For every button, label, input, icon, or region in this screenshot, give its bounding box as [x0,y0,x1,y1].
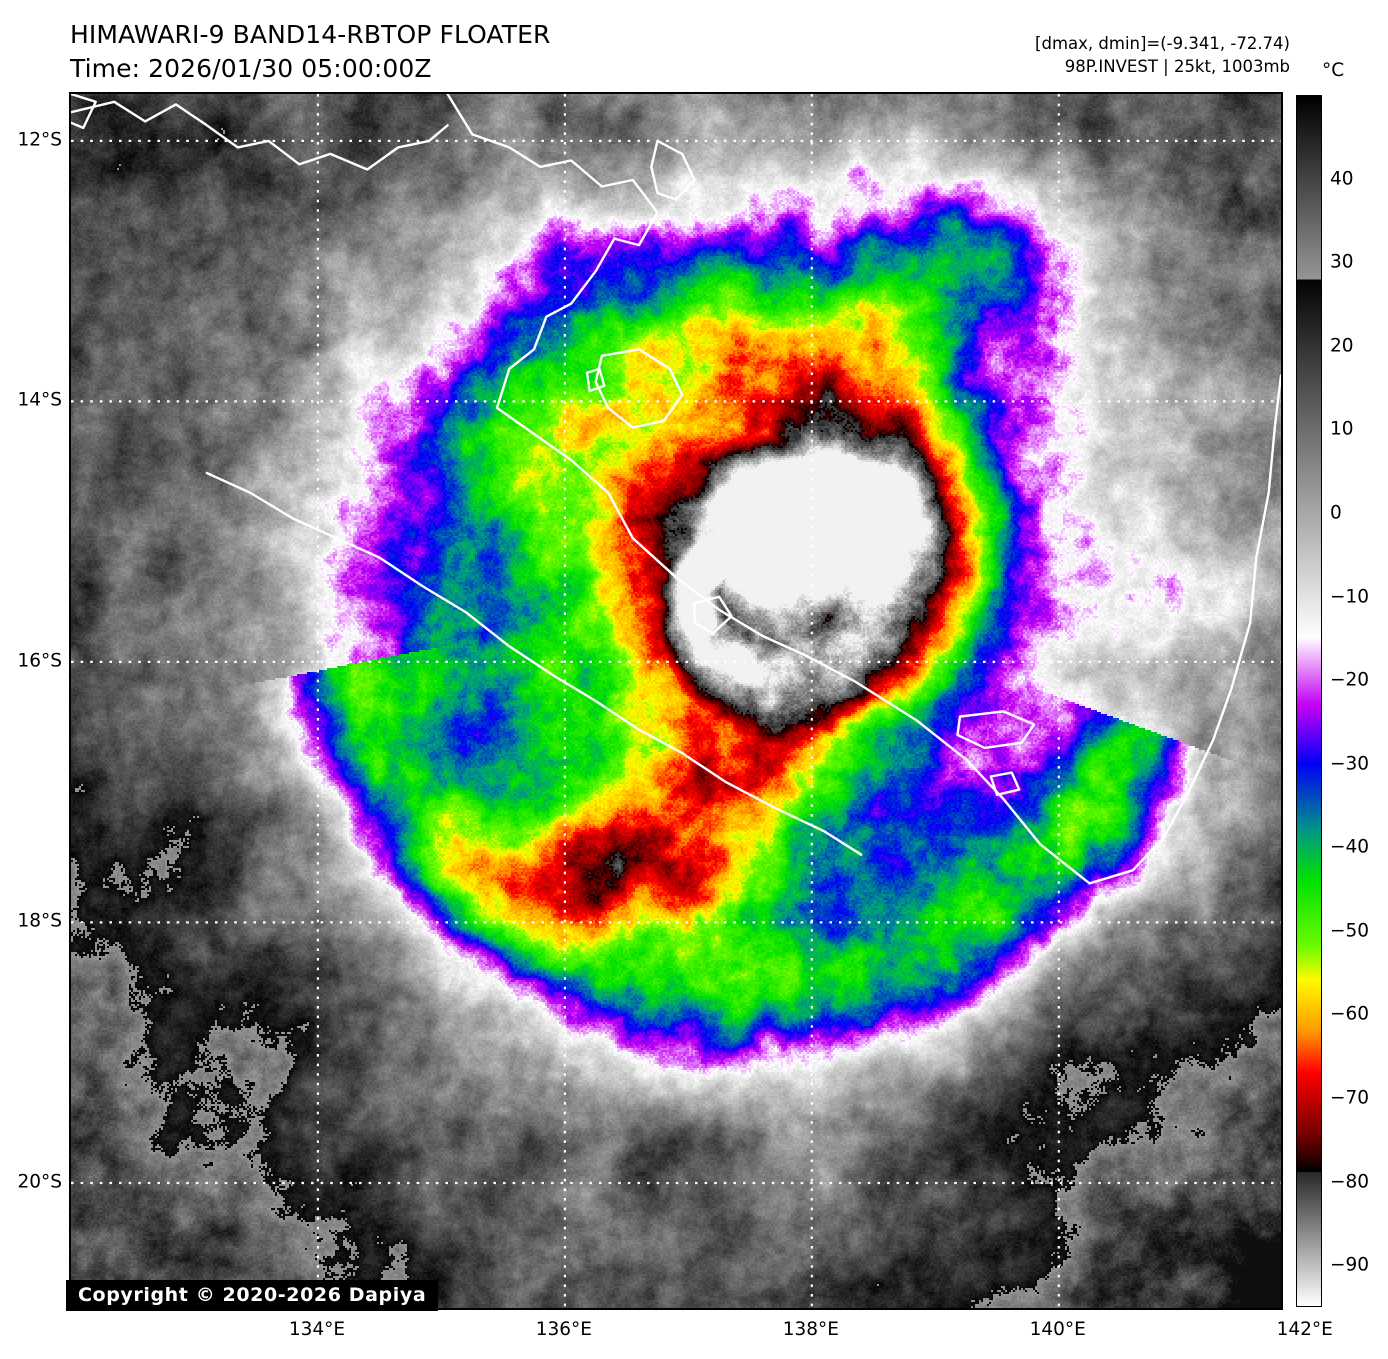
colorbar-tick-20: 20 [1330,335,1354,357]
island-mornington [956,710,1036,750]
colorbar-tick-10: 10 [1330,418,1354,440]
coastline-overlay [71,94,1281,885]
timestamp-label: Time: 2026/01/30 05:00:00Z [70,54,432,83]
satellite-imagery-canvas [71,94,1281,1308]
colorbar-tick--90: −90 [1330,1254,1370,1276]
coast-cobourg-peninsula [71,100,449,171]
colorbar-tick--40: −40 [1330,836,1370,858]
lat-tick--18: 18°S [17,910,62,932]
colorbar[interactable] [1296,95,1322,1307]
colorbar-unit-label: °C [1322,60,1345,81]
colorbar-tick-0: 0 [1330,502,1342,524]
colorbar-tick--60: −60 [1330,1003,1370,1025]
colorbar-tick-40: 40 [1330,168,1354,190]
graticule-overlay [71,94,1281,1308]
lon-tick-138: 138°E [782,1319,839,1340]
lon-tick-142: 142°E [1276,1319,1333,1340]
colorbar-tick--70: −70 [1330,1087,1370,1109]
colorbar-tick-30: 30 [1330,251,1354,273]
lon-tick-140: 140°E [1029,1319,1086,1340]
lat-tick--20: 20°S [17,1171,62,1193]
coast-melville-island [71,94,97,130]
coast-arnhem-land-north [446,94,1281,885]
colorbar-tick--10: −10 [1330,586,1370,608]
colorbar-tick--80: −80 [1330,1171,1370,1193]
lon-tick-136: 136°E [535,1319,592,1340]
header-meta-block: [dmax, dmin]=(-9.341, -72.74) 98P.INVEST… [1035,32,1290,78]
copyright-banner: Copyright © 2020-2026 Dapiya [66,1280,439,1311]
colorbar-tick--30: −30 [1330,753,1370,775]
colorbar-tick--20: −20 [1330,669,1370,691]
colorbar-gradient [1296,95,1322,1307]
dmax-dmin-label: [dmax, dmin]=(-9.341, -72.74) [1035,34,1290,53]
header-title-block: HIMAWARI-9 BAND14-RBTOP FLOATER Time: 20… [70,18,550,86]
island-vanderlin [693,595,733,635]
lon-tick-134: 134°E [288,1319,346,1340]
lat-tick--12: 12°S [17,129,62,151]
page-title: HIMAWARI-9 BAND14-RBTOP FLOATER [70,20,551,49]
satellite-image-panel[interactable] [70,93,1282,1309]
river-roper-inland [205,471,863,856]
island-bickerton [585,367,606,393]
lat-tick--16: 16°S [17,650,62,672]
storm-info-label: 98P.INVEST | 25kt, 1003mb [1064,57,1290,76]
island-bentinck [989,771,1021,796]
island-groote-eylandt [594,348,684,429]
lat-tick--14: 14°S [17,389,62,411]
colorbar-tick--50: −50 [1330,920,1370,942]
coast-gove-peninsula [650,139,696,201]
